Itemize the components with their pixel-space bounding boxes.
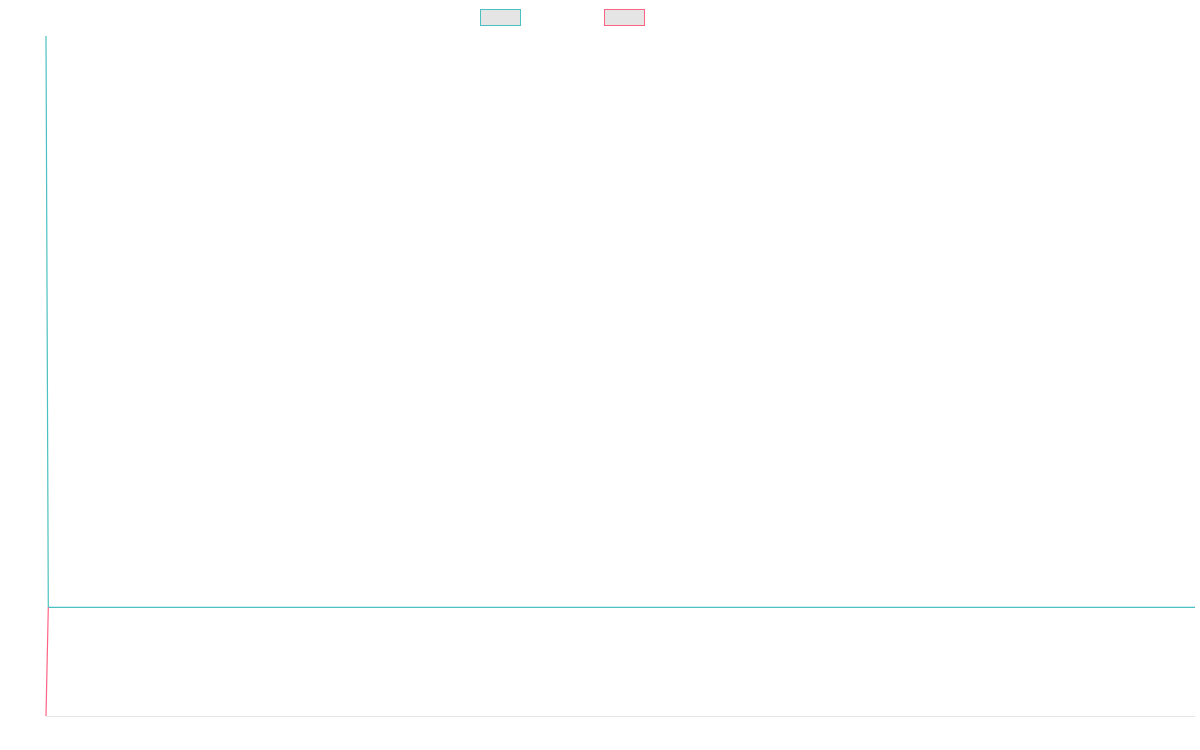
legend-swatch-series-1[interactable] xyxy=(480,9,521,26)
legend xyxy=(480,9,645,26)
series-line-2 xyxy=(45,607,49,717)
series-line-1 xyxy=(45,35,1195,609)
legend-swatch-series-2[interactable] xyxy=(604,9,645,26)
plot-area xyxy=(45,35,1195,717)
